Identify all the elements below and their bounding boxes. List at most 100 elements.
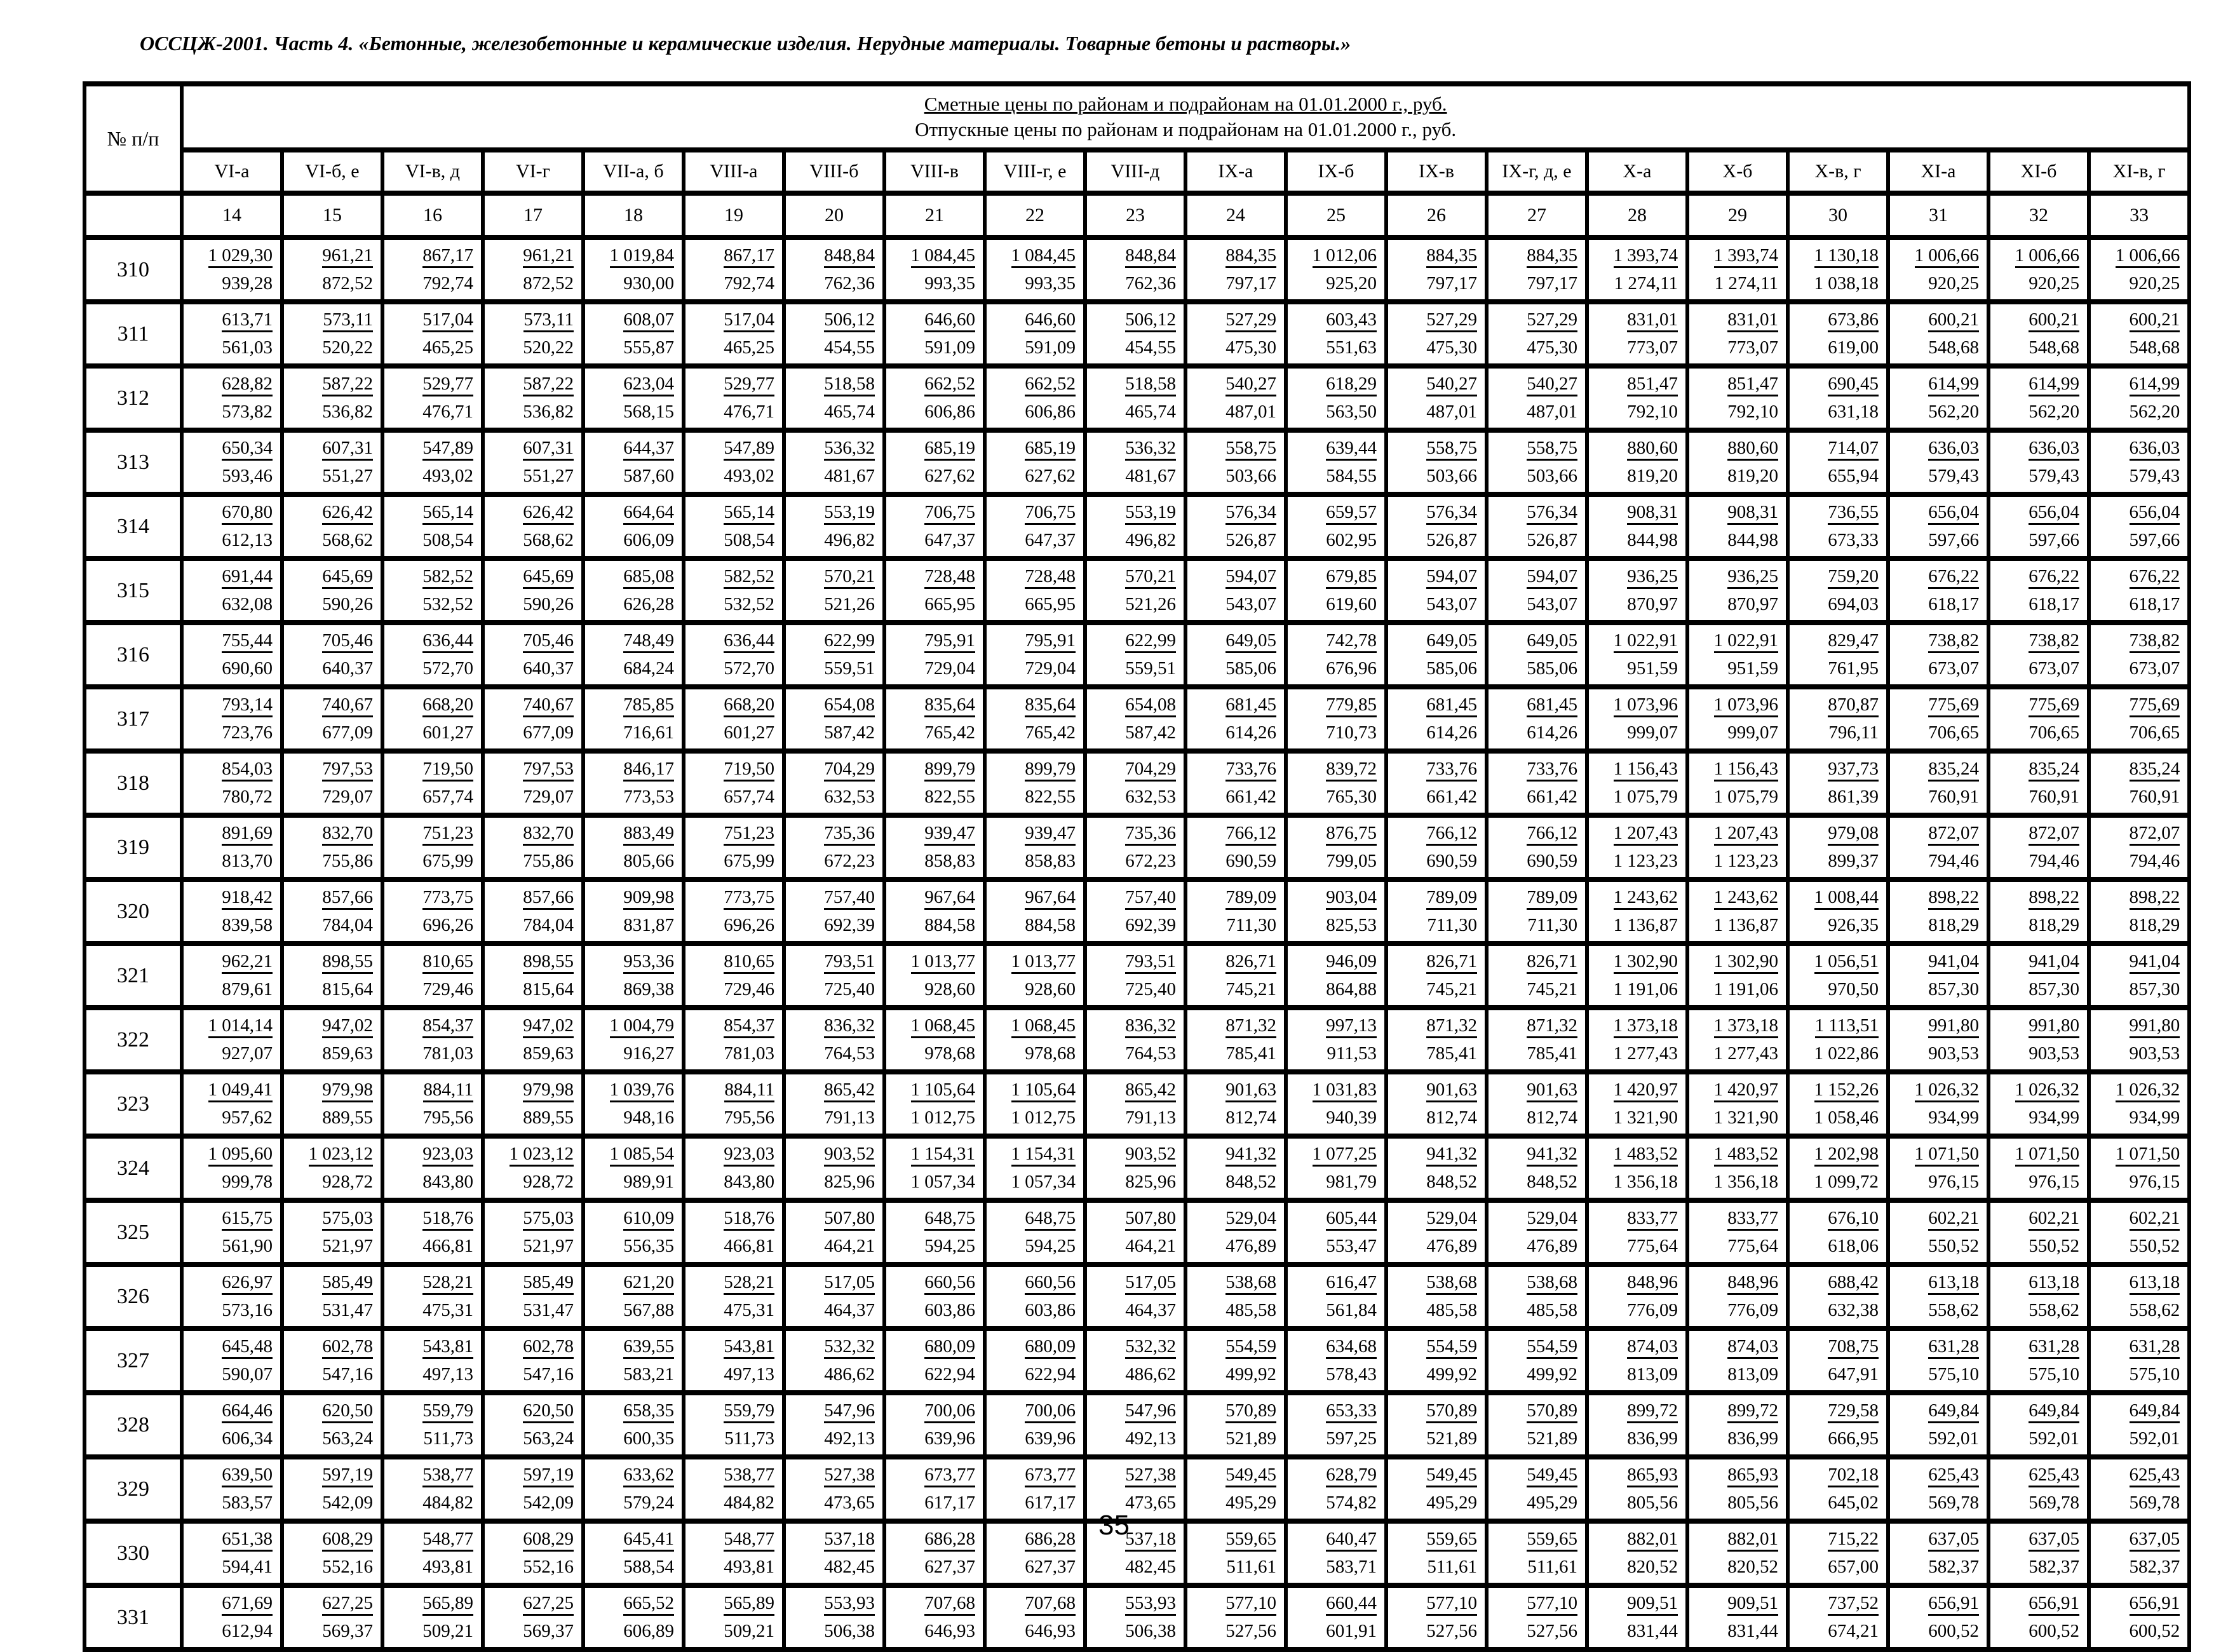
price-cell: 670,80 612,13 bbox=[180, 492, 284, 561]
selling-price-value: 819,20 bbox=[1727, 465, 1778, 486]
smeta-price-value: 923,03 bbox=[422, 1144, 473, 1167]
selling-price-value: 579,43 bbox=[2029, 465, 2079, 486]
selling-price-value: 493,02 bbox=[422, 465, 473, 486]
smeta-price-value: 577,10 bbox=[1225, 1593, 1276, 1616]
price-cell: 690,45 631,18 bbox=[1786, 363, 1890, 433]
table-row: 319 891,69 813,70 832,70 755,86 751,23 675,99 8… bbox=[83, 813, 2192, 882]
selling-price-value: 521,89 bbox=[1225, 1428, 1276, 1449]
selling-price-value: 684,24 bbox=[623, 658, 674, 679]
selling-price-value: 677,09 bbox=[523, 722, 574, 743]
price-cell: 527,29 475,30 bbox=[1384, 299, 1489, 369]
smeta-price-value: 870,87 bbox=[1828, 694, 1879, 717]
price-cell: 1 026,32 934,99 bbox=[2086, 1069, 2192, 1139]
selling-price-value: 509,21 bbox=[422, 1620, 473, 1641]
smeta-price-value: 631,28 bbox=[2129, 1336, 2180, 1359]
smeta-price-value: 876,75 bbox=[1326, 823, 1377, 846]
price-cell: 706,75 647,37 bbox=[983, 492, 1087, 561]
price-cell: 576,34 526,87 bbox=[1485, 492, 1589, 561]
price-cell: 616,47 561,84 bbox=[1284, 1262, 1388, 1331]
smeta-price-value: 908,31 bbox=[1627, 502, 1678, 525]
smeta-price-value: 961,21 bbox=[523, 245, 574, 268]
selling-price-value: 791,13 bbox=[824, 1107, 875, 1128]
smeta-price-value: 616,47 bbox=[1326, 1272, 1377, 1295]
selling-price-value: 526,87 bbox=[1527, 529, 1577, 550]
smeta-price-value: 1 095,60 bbox=[208, 1144, 273, 1167]
selling-price-value: 553,47 bbox=[1326, 1235, 1377, 1256]
price-cell: 529,04 476,89 bbox=[1384, 1198, 1489, 1267]
selling-price-value: 573,82 bbox=[222, 401, 273, 422]
price-cell: 865,93 805,56 bbox=[1585, 1454, 1689, 1524]
selling-price-value: 493,02 bbox=[724, 465, 774, 486]
price-cell: 680,09 622,94 bbox=[983, 1326, 1087, 1395]
table-row: 321 962,21 879,61 898,55 815,64 810,65 729,46 8… bbox=[83, 941, 2192, 1010]
selling-price-value: 618,17 bbox=[2129, 593, 2180, 614]
price-cell: 936,25 870,97 bbox=[1585, 556, 1689, 625]
price-cell: 700,06 639,96 bbox=[983, 1390, 1087, 1459]
selling-price-value: 532,52 bbox=[724, 593, 774, 614]
selling-price-value: 745,21 bbox=[1225, 978, 1276, 999]
smeta-price-value: 585,49 bbox=[322, 1272, 373, 1295]
price-cell: 554,59 499,92 bbox=[1485, 1326, 1589, 1395]
selling-price-value: 745,21 bbox=[1527, 978, 1577, 999]
price-cell: 707,68 646,93 bbox=[983, 1583, 1087, 1652]
price-cell: 654,08 587,42 bbox=[782, 684, 886, 754]
price-cell: 880,60 819,20 bbox=[1685, 428, 1790, 497]
price-cell: 979,98 889,55 bbox=[481, 1069, 585, 1139]
price-cell: 518,58 465,74 bbox=[782, 363, 886, 433]
selling-price-value: 473,65 bbox=[824, 1492, 875, 1513]
selling-price-value: 601,91 bbox=[1326, 1620, 1377, 1641]
price-cell: 622,99 559,51 bbox=[1083, 620, 1187, 689]
selling-price-value: 568,62 bbox=[322, 529, 373, 550]
price-cell: 832,70 755,86 bbox=[280, 813, 384, 882]
selling-price-value: 978,68 bbox=[924, 1043, 975, 1064]
smeta-price-value: 775,69 bbox=[2129, 694, 2180, 717]
selling-price-value: 1 191,06 bbox=[1613, 978, 1678, 999]
selling-price-value: 1 012,75 bbox=[1011, 1107, 1076, 1128]
selling-price-value: 503,66 bbox=[1527, 465, 1577, 486]
price-cell: 898,55 815,64 bbox=[481, 941, 585, 1010]
price-cell: 738,82 673,07 bbox=[1987, 620, 2091, 689]
price-cell: 1 095,60 999,78 bbox=[180, 1134, 284, 1203]
price-cell: 1 013,77 928,60 bbox=[882, 941, 987, 1010]
selling-price-value: 563,50 bbox=[1326, 401, 1377, 422]
smeta-price-value: 548,77 bbox=[724, 1529, 774, 1552]
price-cell: 527,38 473,65 bbox=[1083, 1454, 1187, 1524]
selling-price-value: 899,37 bbox=[1828, 850, 1879, 871]
selling-price-value: 562,20 bbox=[2129, 401, 2180, 422]
selling-price-value: 1 274,11 bbox=[1714, 273, 1778, 294]
selling-price-value: 928,60 bbox=[924, 978, 975, 999]
price-cell: 848,96 776,09 bbox=[1585, 1262, 1689, 1331]
smeta-price-value: 967,64 bbox=[1025, 887, 1076, 910]
price-cell: 1 014,14 927,07 bbox=[180, 1005, 284, 1074]
price-cell: 947,02 859,63 bbox=[481, 1005, 585, 1074]
price-cell: 600,21 548,68 bbox=[2086, 299, 2192, 369]
selling-price-value: 575,10 bbox=[1928, 1364, 1979, 1385]
price-cell: 1 243,62 1 136,87 bbox=[1585, 877, 1689, 946]
price-cell: 618,29 563,50 bbox=[1284, 363, 1388, 433]
selling-price-value: 531,47 bbox=[322, 1299, 373, 1320]
column-number-row: 14 15 16 17 18 19 20 21 22 23 24 25 26 27 28 29 30 31 32 33 bbox=[83, 191, 2192, 240]
selling-price-value: 569,37 bbox=[523, 1620, 574, 1641]
selling-price-value: 745,21 bbox=[1426, 978, 1477, 999]
smeta-price-value: 613,71 bbox=[222, 309, 273, 332]
smeta-price-value: 613,18 bbox=[1928, 1272, 1979, 1295]
price-cell: 570,21 521,26 bbox=[1083, 556, 1187, 625]
smeta-price-value: 654,08 bbox=[824, 694, 875, 717]
price-cell: 631,28 575,10 bbox=[2086, 1326, 2192, 1395]
price-cell: 941,32 848,52 bbox=[1485, 1134, 1589, 1203]
price-cell: 979,98 889,55 bbox=[280, 1069, 384, 1139]
price-cell: 558,75 503,66 bbox=[1485, 428, 1589, 497]
price-cell: 558,75 503,66 bbox=[1384, 428, 1489, 497]
smeta-price-value: 610,09 bbox=[623, 1208, 674, 1231]
price-cell: 898,22 818,29 bbox=[2086, 877, 2192, 946]
smeta-price-value: 1 023,12 bbox=[308, 1144, 373, 1167]
smeta-price-value: 659,57 bbox=[1326, 502, 1377, 525]
selling-price-value: 563,24 bbox=[523, 1428, 574, 1449]
price-cell: 676,10 618,06 bbox=[1786, 1198, 1890, 1267]
price-cell: 685,08 626,28 bbox=[581, 556, 685, 625]
price-cell: 585,49 531,47 bbox=[280, 1262, 384, 1331]
selling-price-value: 1 058,46 bbox=[1814, 1107, 1879, 1128]
smeta-price-value: 681,45 bbox=[1225, 694, 1276, 717]
selling-price-value: 858,83 bbox=[1025, 850, 1076, 871]
price-cell: 719,50 657,74 bbox=[682, 748, 786, 818]
